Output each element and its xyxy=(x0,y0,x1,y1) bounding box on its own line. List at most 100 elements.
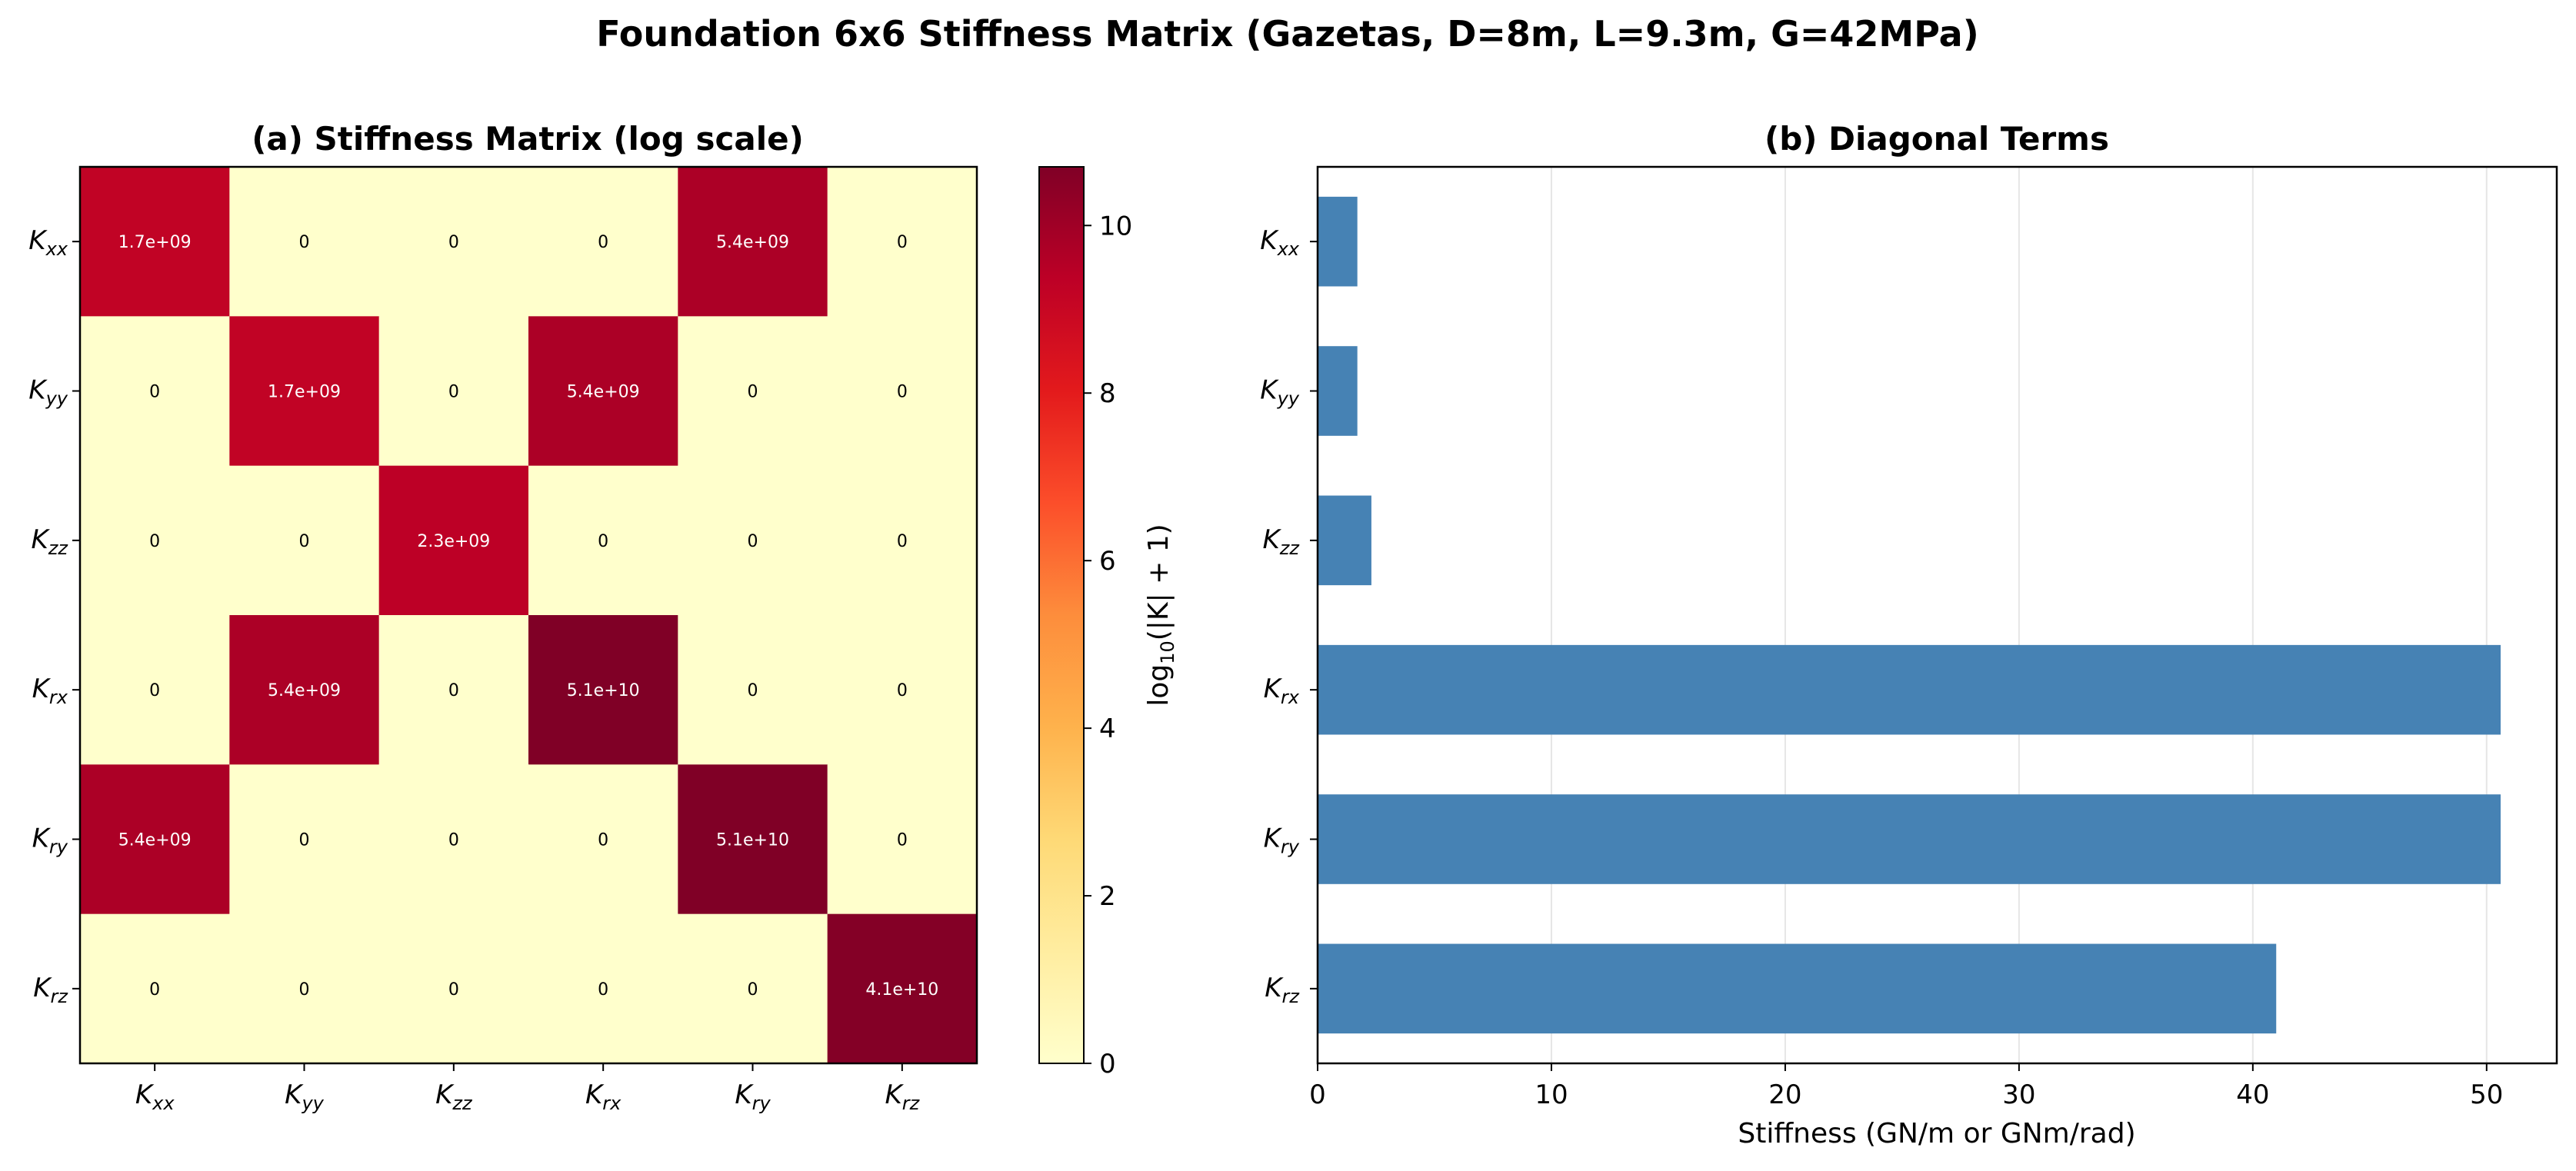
heatmap-cell-label: 0 xyxy=(598,532,608,551)
heatmap-cell-label: 0 xyxy=(299,233,310,252)
heatmap-cell xyxy=(827,913,978,1064)
heatmap-cell xyxy=(378,465,529,616)
bar-title: (b) Diagonal Terms xyxy=(1765,120,2109,158)
heatmap-cell-label: 1.7e+09 xyxy=(118,233,192,252)
heatmap-cell xyxy=(80,913,230,1064)
colorbar-frame xyxy=(1038,166,1085,1064)
heatmap-x-tick-label: Kxx xyxy=(135,1080,175,1114)
heatmap-cell xyxy=(229,316,380,467)
figure-title: Foundation 6x6 Stiffness Matrix (Gazetas… xyxy=(596,13,1979,55)
heatmap-cell xyxy=(528,764,678,915)
heatmap-cell-label: 0 xyxy=(748,383,758,402)
bar xyxy=(1318,346,1358,436)
bar xyxy=(1318,495,1371,586)
bar-x-tick-label: 0 xyxy=(1309,1080,1326,1110)
heatmap-cell xyxy=(827,615,978,765)
bar-gridlines xyxy=(1317,167,2488,1063)
heatmap-cell-label: 0 xyxy=(897,532,908,551)
heatmap-cell-label: 5.4e+09 xyxy=(118,831,192,850)
bar-x-tick-label: 50 xyxy=(2470,1080,2503,1110)
heatmap-cell-label: 0 xyxy=(448,383,459,402)
bar-panel: (b) Diagonal Terms Kxx Kyy Kzz Krx Kry Krz 0 1… xyxy=(1260,120,2558,1149)
bar-x-tick-label: 40 xyxy=(2236,1080,2269,1110)
heatmap-cell-label: 0 xyxy=(149,383,160,402)
heatmap-cell xyxy=(827,316,978,467)
heatmap-cell-label: 0 xyxy=(448,681,459,700)
bar-x-axis-label: Stiffness (GN/m or GNm/rad) xyxy=(1738,1118,2135,1149)
heatmap-cell xyxy=(80,465,230,616)
bar-y-tick-label: Kry xyxy=(1264,823,1300,858)
colorbar-ticks: 0 2 4 6 8 10 xyxy=(1084,211,1132,1080)
heatmap-y-tick-label: Kxx xyxy=(28,225,68,260)
colorbar-tick-label: 6 xyxy=(1099,546,1116,577)
heatmap-cell-label: 0 xyxy=(149,681,160,700)
heatmap-x-ticks: Kxx Kyy Kzz Krx Kry Krz xyxy=(135,1063,921,1114)
heatmap-cell xyxy=(678,913,828,1064)
bar xyxy=(1318,644,2501,735)
heatmap-cell xyxy=(678,764,828,915)
heatmap-cell xyxy=(229,465,380,616)
heatmap-cell-label: 5.1e+10 xyxy=(716,831,789,850)
heatmap-cell-label: 2.3e+09 xyxy=(417,532,490,551)
heatmap-cell-label: 4.1e+10 xyxy=(865,980,938,1000)
heatmap-cell xyxy=(378,167,529,317)
heatmap-title: (a) Stiffness Matrix (log scale) xyxy=(252,120,804,158)
bar-y-tick-label: Krx xyxy=(1264,674,1300,708)
bar-x-ticks: 0 10 20 30 40 50 xyxy=(1309,1063,2503,1110)
colorbar-tick-label: 10 xyxy=(1099,211,1132,241)
heatmap-cell-label: 0 xyxy=(448,980,459,1000)
heatmap-cell-label: 5.4e+09 xyxy=(716,233,789,252)
heatmap-cell-label: 1.7e+09 xyxy=(268,383,341,402)
bar-y-tick-label: Kyy xyxy=(1260,375,1300,410)
heatmap-cell xyxy=(827,465,978,616)
heatmap-cell-label: 0 xyxy=(748,980,758,1000)
heatmap-cell-label: 0 xyxy=(598,831,608,850)
heatmap-cell xyxy=(378,615,529,765)
colorbar-tick-label: 8 xyxy=(1099,378,1116,409)
heatmap-cell-label: 0 xyxy=(897,233,908,252)
heatmap-cell xyxy=(678,465,828,616)
heatmap-cell xyxy=(528,316,678,467)
heatmap-cell-label: 0 xyxy=(149,532,160,551)
heatmap-cell-label: 0 xyxy=(897,681,908,700)
heatmap-panel: (a) Stiffness Matrix (log scale) 1.7e+09… xyxy=(28,120,978,1114)
heatmap-cell xyxy=(378,913,529,1064)
heatmap-y-tick-label: Krx xyxy=(32,674,68,708)
heatmap-cell-label: 0 xyxy=(299,980,310,1000)
heatmap-cell xyxy=(229,167,380,317)
heatmap-cell-label: 0 xyxy=(448,831,459,850)
heatmap-x-tick-label: Kry xyxy=(735,1080,771,1114)
heatmap-x-tick-label: Krx xyxy=(585,1080,622,1114)
bar xyxy=(1318,196,1358,287)
heatmap-cell xyxy=(80,316,230,467)
heatmap-cell-label: 0 xyxy=(897,831,908,850)
bar-x-tick-label: 30 xyxy=(2002,1080,2035,1110)
heatmap-cell-label: 5.4e+09 xyxy=(268,681,341,700)
bar-x-tick-label: 20 xyxy=(1768,1080,1801,1110)
heatmap-cell xyxy=(528,465,678,616)
bar-y-ticks: Kxx Kyy Kzz Krx Kry Krz xyxy=(1260,225,1318,1007)
heatmap-cell-label: 0 xyxy=(598,980,608,1000)
heatmap-cell xyxy=(229,764,380,915)
heatmap-cell-label: 0 xyxy=(448,233,459,252)
heatmap-y-tick-label: Kzz xyxy=(32,524,69,559)
heatmap-cell xyxy=(378,764,529,915)
heatmap-cell xyxy=(80,167,230,317)
heatmap-cell xyxy=(678,615,828,765)
bar xyxy=(1318,943,2277,1034)
heatmap-cell xyxy=(528,615,678,765)
bar-y-tick-label: Kzz xyxy=(1263,524,1301,559)
bar xyxy=(1318,794,2501,884)
heatmap-cell-label: 5.1e+10 xyxy=(567,681,640,700)
heatmap-cell xyxy=(528,167,678,317)
colorbar-tick-label: 4 xyxy=(1099,714,1116,744)
bar-series xyxy=(1318,196,2501,1034)
colorbar-gradient xyxy=(1039,167,1084,1063)
heatmap-cell-label: 5.4e+09 xyxy=(567,383,640,402)
heatmap-frame xyxy=(78,165,978,1065)
heatmap-x-tick-label: Krz xyxy=(885,1080,920,1114)
colorbar-tick-label: 2 xyxy=(1099,881,1116,912)
heatmap-cell xyxy=(678,316,828,467)
bar-y-tick-label: Kxx xyxy=(1260,225,1300,260)
